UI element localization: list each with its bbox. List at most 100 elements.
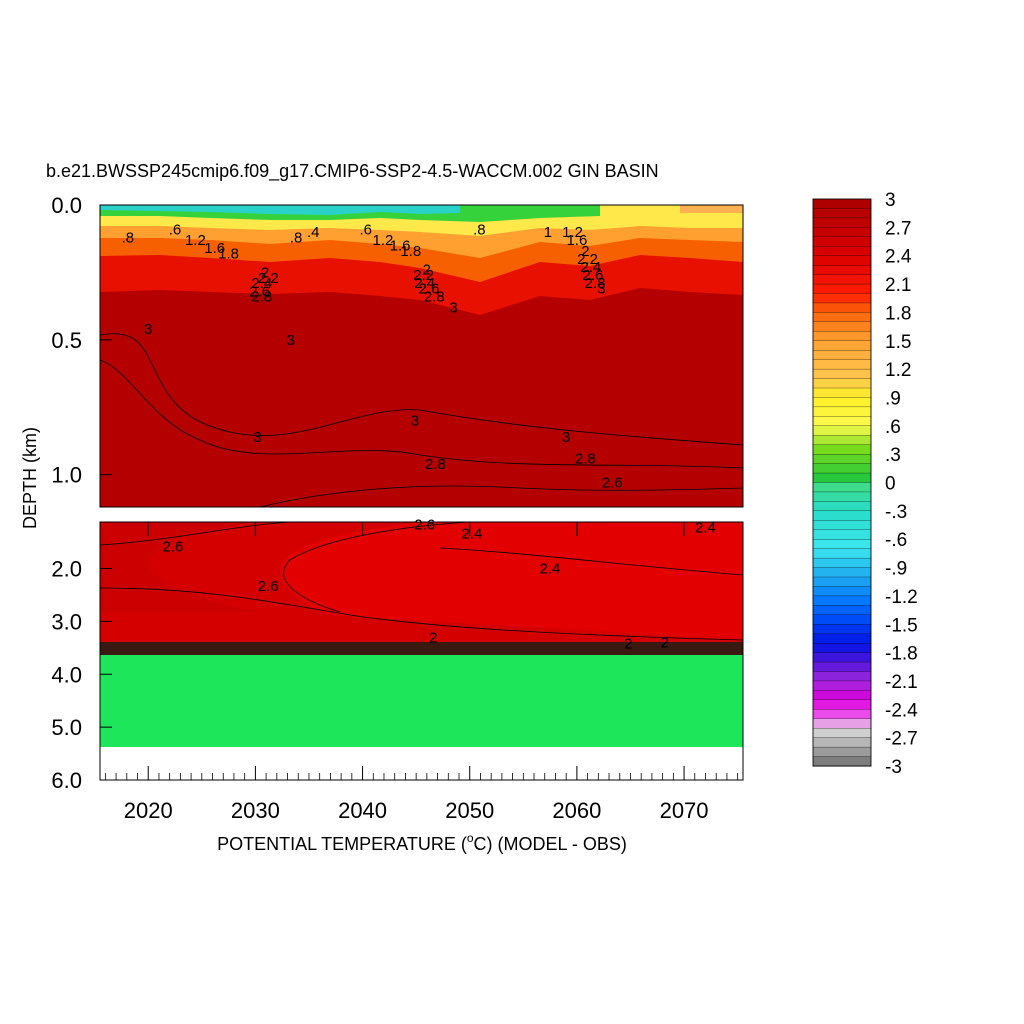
contour-label: 3 xyxy=(449,299,457,316)
contour-label: 2.4 xyxy=(580,259,601,276)
contour-label: 1.6 xyxy=(204,240,225,257)
colorbar-swatch xyxy=(812,444,872,455)
contour-label: 2.2 xyxy=(577,251,598,268)
colorbar-swatch xyxy=(812,472,872,484)
colorbar-swatch xyxy=(812,746,872,758)
colorbar-label: 0 xyxy=(885,474,896,495)
contour-label: 2.4 xyxy=(251,275,272,292)
y-tick-label: 6.0 xyxy=(51,768,82,793)
contour-label: 2.4 xyxy=(461,526,482,543)
colorbar-swatch xyxy=(812,435,872,446)
y-tick-label: 0.5 xyxy=(51,328,82,353)
colorbar-label: -.6 xyxy=(885,530,907,551)
colorbar-label: 1.2 xyxy=(885,360,911,381)
contour-label: 2 xyxy=(661,635,669,652)
warm-2-6-region xyxy=(100,522,743,644)
contour-label: .6 xyxy=(169,221,182,238)
y-tick-label: 3.0 xyxy=(51,609,82,634)
colorbar-swatch xyxy=(812,302,872,313)
x-axis-label-prefix: POTENTIAL TEMPERATURE ( xyxy=(217,834,467,854)
colorbar-swatch xyxy=(812,605,872,616)
colorbar-label: 3 xyxy=(885,190,896,211)
upper-panel-fields xyxy=(100,205,743,507)
contour-label: 1.2 xyxy=(372,232,393,249)
contour-label: .8 xyxy=(122,229,135,246)
contour-label: 2.4 xyxy=(414,275,435,292)
contour-labels: .8.61.21.61.8.8.422.22.42.62.8.61.21.61.… xyxy=(122,221,716,652)
contour-label: 3 xyxy=(144,321,152,338)
colorbar-swatch xyxy=(812,217,872,228)
y-tick-label: 2.0 xyxy=(51,557,82,582)
contour-label: 2 xyxy=(261,264,269,281)
colorbar-swatch xyxy=(812,264,872,276)
upper-panel-frame xyxy=(99,204,744,508)
colorbar-swatch xyxy=(812,576,872,588)
colorbar-label: -1.5 xyxy=(885,615,918,636)
colorbar-swatch xyxy=(812,359,872,370)
colorbar-label: -1.8 xyxy=(885,644,918,665)
contour-label: 2.6 xyxy=(419,281,440,298)
contour-label: 1.6 xyxy=(390,237,411,254)
colorbar-swatch xyxy=(812,510,872,521)
contour-label: 2 xyxy=(423,262,431,279)
lower-panel-fields xyxy=(100,522,743,747)
surface-warm-patch xyxy=(680,205,743,213)
colorbar-swatch xyxy=(812,661,872,673)
colorbar-label: 2.7 xyxy=(885,218,911,239)
contour-label: 2.2 xyxy=(413,267,434,284)
x-tick-label: 2030 xyxy=(231,798,280,823)
colorbar-swatch xyxy=(812,680,872,691)
contour-label: 1.2 xyxy=(185,232,206,249)
colorbar-swatch xyxy=(812,198,872,210)
contour-label: 2.2 xyxy=(258,270,279,287)
colorbar-label: -3 xyxy=(885,757,902,778)
colorbar-swatch xyxy=(812,387,872,399)
y-tick-label: 5.0 xyxy=(51,715,82,740)
colorbar-label: -.3 xyxy=(885,502,907,523)
colorbar-swatch xyxy=(812,671,872,682)
contour-label: 2.6 xyxy=(162,538,183,555)
colorbar-swatch xyxy=(812,350,872,361)
colorbar-swatch xyxy=(812,340,872,351)
isotherm-2-6-upper xyxy=(259,485,743,507)
isotherm-2-8-upper xyxy=(100,359,743,469)
lower-panel-frame xyxy=(99,521,744,781)
contour-label: 2 xyxy=(429,629,437,646)
colorbar-label: -2.7 xyxy=(885,729,918,750)
colorbar-swatch xyxy=(812,690,872,701)
contour-label: 1.2 xyxy=(562,224,583,241)
contour-label: 2.4 xyxy=(695,519,716,536)
colorbar-frame xyxy=(812,198,872,767)
colorbar-swatch xyxy=(812,633,872,644)
colorbar-label: -.9 xyxy=(885,559,907,580)
colorbar-swatch xyxy=(812,643,872,654)
contour-label: 2.8 xyxy=(575,450,596,467)
contour-label: 2.8 xyxy=(251,289,272,306)
contour-label: 3 xyxy=(411,413,419,430)
colorbar-swatch xyxy=(812,491,872,502)
colorbar-swatch xyxy=(812,236,872,247)
colorbar-swatch xyxy=(812,614,872,625)
x-tick-label: 2050 xyxy=(445,798,494,823)
contour-label: 3 xyxy=(597,281,605,298)
x-tick-label: 2020 xyxy=(124,798,173,823)
colorbar-swatch xyxy=(812,557,872,569)
colorbar-swatch xyxy=(812,501,872,512)
contour-label: .8 xyxy=(290,229,303,246)
colorbar-swatch xyxy=(812,274,872,285)
colorbar-label: 2.4 xyxy=(885,247,912,268)
contour-label: 2.6 xyxy=(249,283,270,300)
contour-label: .8 xyxy=(473,221,486,238)
contour-label: 1.6 xyxy=(566,232,587,249)
contour-label: .6 xyxy=(360,221,373,238)
colorbar-label: -2.1 xyxy=(885,672,918,693)
colorbar-swatch xyxy=(812,737,872,748)
contour-label: 2.6 xyxy=(583,267,604,284)
contour-label: 2.8 xyxy=(424,289,445,306)
isotherm-2-6-lower xyxy=(100,522,471,613)
colorbar-swatch xyxy=(812,246,872,257)
colorbar-swatch xyxy=(812,453,872,465)
colorbar-swatch xyxy=(812,586,872,597)
colorbar-swatch xyxy=(812,463,872,474)
